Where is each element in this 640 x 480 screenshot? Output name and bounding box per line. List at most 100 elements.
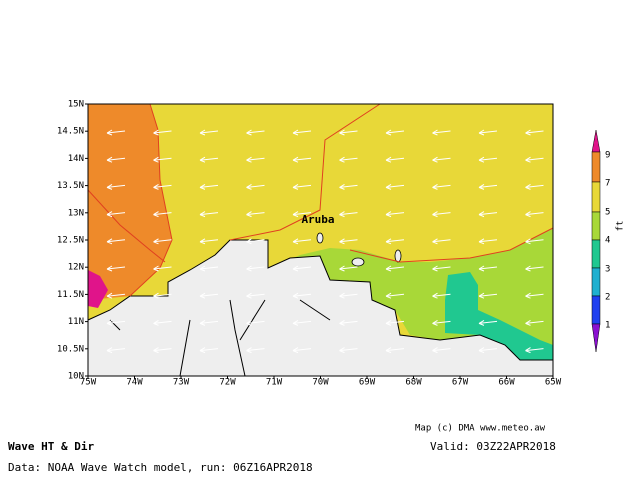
wave-arrow — [153, 347, 172, 354]
wave-arrow — [106, 347, 126, 354]
wave-arrow — [432, 129, 451, 136]
wave-arrow — [432, 292, 451, 299]
wave-arrow — [292, 211, 312, 218]
wave-arrow — [153, 211, 172, 218]
wave-arrow — [153, 129, 172, 136]
wave-arrow — [106, 156, 126, 163]
wave-arrow — [385, 292, 405, 299]
island — [351, 257, 365, 267]
wave-arrow — [478, 129, 498, 136]
colorbar-swatch — [591, 267, 601, 297]
colorbar-swatch — [591, 151, 601, 183]
colorbar-swatch — [591, 295, 601, 325]
credit: Map (c) DMA www.meteo.aw — [415, 424, 546, 434]
wave-arrow — [339, 183, 358, 190]
wave-arrow — [246, 156, 265, 163]
wave-arrow — [106, 265, 126, 272]
wave-arrow — [292, 183, 312, 190]
wave-arrow — [199, 319, 219, 326]
colorbar-label: 4 — [605, 236, 610, 246]
wave-arrow — [153, 265, 172, 272]
lon-label: 73W — [173, 378, 190, 388]
lat-label: 12.5N — [57, 236, 84, 246]
wave-arrow — [246, 265, 265, 272]
wave-arrow — [153, 156, 172, 163]
lon-label: 66W — [498, 378, 515, 388]
lat-label: 14.5N — [57, 127, 84, 137]
lat-label: 14N — [68, 154, 84, 164]
contour — [129, 103, 173, 297]
colorbar-label: 2 — [605, 293, 610, 303]
contour — [87, 189, 166, 263]
colorbar-unit: ft — [616, 221, 626, 232]
wave-arrow — [432, 238, 451, 245]
wave-arrow — [525, 319, 544, 326]
lat-label: 13.5N — [57, 181, 84, 191]
wave-arrow — [385, 129, 405, 136]
land — [88, 240, 553, 376]
wave-arrow — [432, 211, 451, 218]
wave-arrow — [292, 319, 312, 326]
sea-magenta — [88, 270, 108, 308]
lat-label: 15N — [68, 100, 84, 110]
wave-arrow — [106, 319, 126, 326]
wave-arrow — [106, 211, 126, 218]
wave-arrow — [246, 211, 265, 218]
wave-arrow — [106, 238, 126, 245]
wave-arrow — [478, 319, 498, 326]
wave-arrow — [292, 129, 312, 136]
lat-label: 10.5N — [57, 344, 84, 354]
wave-arrow — [339, 238, 358, 245]
wave-arrow — [199, 211, 219, 218]
source: Data: NOAA Wave Watch model, run: 06Z16A… — [8, 461, 313, 474]
wave-arrow — [199, 347, 219, 354]
wave-arrow — [106, 129, 126, 136]
colorbar-swatch — [591, 129, 601, 153]
wave-arrow — [199, 129, 219, 136]
lon-label: 71W — [266, 378, 283, 388]
wave-arrow — [385, 156, 405, 163]
wave-arrow — [478, 292, 498, 299]
wave-arrow — [525, 129, 544, 136]
wave-arrow — [339, 292, 358, 299]
contour — [229, 103, 381, 241]
wave-arrow — [478, 183, 498, 190]
wave-arrow — [339, 129, 358, 136]
wave-arrow — [199, 183, 219, 190]
lon-label: 67W — [452, 378, 469, 388]
colorbar-swatch — [591, 211, 601, 241]
colorbar-label: 5 — [605, 208, 610, 218]
wave-arrow — [525, 183, 544, 190]
lon-label: 69W — [359, 378, 376, 388]
colorbar-swatch — [591, 181, 601, 213]
wave-arrow — [246, 129, 265, 136]
colorbar-label: 9 — [605, 151, 610, 161]
wave-arrow — [478, 347, 498, 354]
wave-arrow — [385, 265, 405, 272]
wave-arrow — [478, 211, 498, 218]
colorbar-swatch — [591, 323, 601, 353]
coastline — [87, 239, 553, 361]
wave-arrow — [525, 347, 544, 354]
coastline — [109, 299, 331, 377]
wave-arrow — [153, 238, 172, 245]
wave-arrow — [292, 292, 312, 299]
lon-label: 74W — [126, 378, 143, 388]
wave-arrow — [106, 292, 126, 299]
lon-label: 70W — [312, 378, 329, 388]
wave-arrow — [525, 156, 544, 163]
colorbar-label: 3 — [605, 265, 610, 275]
contour — [349, 227, 554, 263]
wave-arrow — [339, 265, 358, 272]
colorbar-label: 1 — [605, 321, 610, 331]
place-label: Aruba — [301, 213, 334, 226]
valid-time: Valid: 03Z22APR2018 — [430, 440, 556, 453]
wave-arrow — [525, 292, 544, 299]
wave-arrow — [432, 183, 451, 190]
lat-label: 13N — [68, 208, 84, 218]
wave-arrow — [292, 238, 312, 245]
wave-arrow — [385, 211, 405, 218]
wave-arrow — [292, 265, 312, 272]
wave-arrow — [153, 319, 172, 326]
colorbar-label: 7 — [605, 179, 610, 189]
